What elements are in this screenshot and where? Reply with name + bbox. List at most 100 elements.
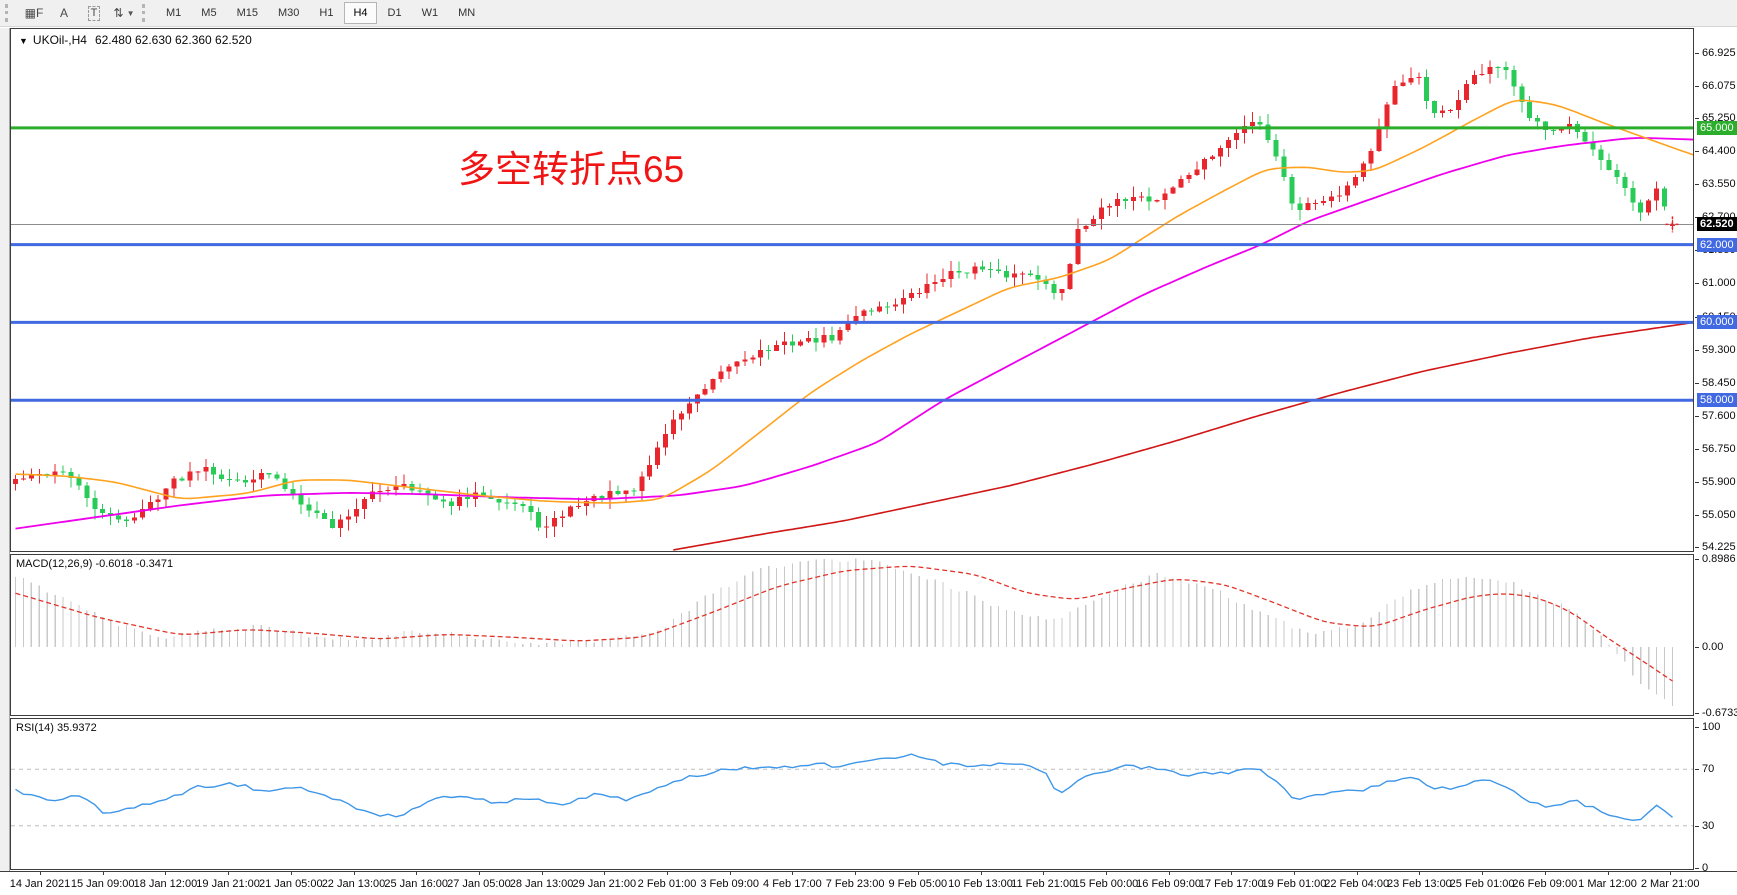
time-axis-label: 16 Feb 09:00	[1136, 878, 1202, 890]
toolbar-grip[interactable]	[5, 4, 14, 22]
axis-tick-label: 61.000	[1702, 277, 1736, 290]
time-axis-tick	[1482, 872, 1484, 875]
timeframe-toolbar-grip[interactable]	[142, 4, 151, 22]
time-axis-tick	[1607, 872, 1609, 875]
time-axis-label: 25 Feb 01:00	[1449, 878, 1515, 890]
timeframe-button-h1[interactable]: H1	[319, 7, 334, 19]
macd-chart[interactable]	[11, 555, 1693, 715]
collapse-arrow-icon[interactable]: ▼	[19, 36, 28, 46]
time-axis-label: 25 Jan 16:00	[384, 878, 448, 890]
time-axis-tick	[1419, 872, 1421, 875]
axis-tick-mark	[1695, 647, 1699, 648]
time-axis[interactable]: 14 Jan 2021 15 Jan 09:00 18 Jan 12:00 19 Ja…	[0, 871, 1737, 895]
rsi-chart[interactable]	[11, 719, 1693, 869]
price-axis[interactable]: 66.92566.07565.25064.40063.55062.70061.8…	[1695, 28, 1737, 874]
price-tag: 60.000	[1697, 315, 1737, 330]
axis-tick-mark	[1695, 448, 1699, 450]
axis-tick-mark	[1695, 481, 1699, 483]
time-axis-tick	[228, 872, 230, 875]
axis-tick-label: 55.900	[1702, 475, 1736, 488]
timeframe-button-mn[interactable]: MN	[458, 7, 476, 19]
time-axis-label: 15 Jan 09:00	[70, 878, 135, 890]
timeframe-button-m15[interactable]: M15	[236, 7, 258, 19]
time-axis-tick	[40, 872, 41, 875]
timeframe-button-m1[interactable]: M1	[166, 7, 182, 19]
price-tag: 65.000	[1697, 120, 1737, 135]
timeframe-button-d1[interactable]: D1	[387, 7, 402, 19]
axis-tick-mark	[1695, 151, 1699, 153]
time-axis-tick	[1105, 872, 1107, 875]
axis-tick-mark	[1695, 727, 1699, 728]
axis-tick-label: 58.450	[1702, 376, 1736, 389]
price-tag: 58.000	[1697, 393, 1737, 408]
axis-tick-label: 66.075	[1702, 80, 1736, 93]
axis-tick-label: 0.8986	[1702, 553, 1736, 566]
axis-tick-label: 64.400	[1702, 145, 1736, 158]
chart-annotation-text[interactable]: 多空转折点65	[458, 149, 685, 190]
axis-tick-mark	[1695, 547, 1699, 549]
macd-indicator-panel[interactable]: MACD(12,26,9) -0.6018 -0.3471	[10, 554, 1694, 716]
window-left-edge	[0, 28, 10, 895]
time-axis-label: 27 Jan 05:00	[447, 878, 511, 890]
time-axis-tick	[1670, 872, 1672, 875]
rsi-label: RSI(14) 35.9372	[16, 722, 97, 734]
arrow-objects-icon: ⇅	[113, 6, 124, 20]
axis-tick-label: 57.600	[1702, 409, 1736, 422]
axis-tick-label: 55.050	[1702, 508, 1736, 521]
time-axis-tick	[1356, 872, 1358, 875]
text-box-icon: T	[87, 5, 101, 21]
axis-tick-mark	[1695, 349, 1699, 351]
time-axis-label: 9 Feb 05:00	[888, 878, 948, 890]
axis-tick-label: 54.225	[1702, 541, 1736, 554]
candlestick-chart[interactable]	[11, 29, 1693, 551]
timeframe-button-w1[interactable]: W1	[421, 7, 439, 19]
time-axis-tick	[1231, 872, 1233, 875]
time-axis-tick	[165, 872, 167, 875]
macd-label: MACD(12,26,9) -0.6018 -0.3471	[16, 558, 174, 570]
time-axis-tick	[1544, 872, 1546, 875]
timeframe-button-m30[interactable]: M30	[277, 7, 300, 19]
price-chart-panel[interactable]: ▼ UKOil-,H4 62.480 62.630 62.360 62.520 多空…	[10, 28, 1694, 552]
axis-tick-mark	[1695, 825, 1699, 827]
time-axis-label: 11 Feb 21:00	[1011, 878, 1076, 890]
timeframe-button-m5[interactable]: M5	[201, 7, 217, 19]
text-label-icon: A	[59, 6, 68, 20]
axis-tick-mark	[1695, 712, 1699, 714]
symbol-label: UKOil-,H4	[32, 33, 87, 47]
time-axis-label: 4 Feb 17:00	[763, 878, 822, 890]
time-axis-tick	[1294, 872, 1295, 875]
time-axis-label: 19 Jan 21:00	[196, 878, 260, 890]
time-axis-label: 3 Feb 09:00	[700, 878, 760, 890]
axis-tick-label: -0.6733	[1702, 706, 1737, 719]
time-axis-label: 22 Jan 13:00	[321, 878, 386, 890]
tick-chart-icon: ▦F	[24, 6, 44, 20]
axis-tick-label: 70	[1702, 763, 1715, 776]
time-axis-label: 2 Mar 21:00	[1640, 878, 1700, 890]
axis-tick-mark	[1695, 283, 1699, 285]
time-axis-tick	[604, 872, 606, 875]
time-axis-label: 7 Feb 23:00	[825, 878, 885, 890]
arrow-objects-button[interactable]: ⇅ ▼	[110, 2, 138, 24]
time-axis-label: 2 Feb 01:00	[637, 878, 697, 890]
time-axis-label: 21 Jan 05:00	[258, 878, 323, 890]
axis-tick-mark	[1695, 118, 1699, 120]
text-label-button[interactable]: A	[50, 2, 78, 24]
tick-chart-button[interactable]: ▦F	[20, 2, 48, 24]
time-axis-tick	[792, 872, 794, 875]
time-axis-tick	[290, 872, 292, 875]
time-axis-label: 14 Jan 2021	[9, 878, 71, 890]
text-box-button[interactable]: T	[80, 2, 108, 24]
time-axis-label: 17 Feb 17:00	[1198, 878, 1264, 890]
axis-tick-mark	[1695, 514, 1699, 516]
timeframe-button-h4[interactable]: H4	[344, 2, 377, 24]
time-axis-tick	[416, 872, 418, 875]
toolbar: ▦F A T ⇅ ▼ M1 M5 M15 M30 H1 H4 D1 W1 MN	[0, 0, 1737, 27]
axis-tick-mark	[1695, 769, 1699, 771]
time-axis-label: 28 Jan 13:00	[509, 878, 574, 890]
axis-tick-mark	[1695, 382, 1699, 384]
axis-tick-label: 59.300	[1702, 343, 1736, 356]
axis-tick-label: 56.750	[1702, 442, 1736, 455]
rsi-indicator-panel[interactable]: RSI(14) 35.9372	[10, 718, 1694, 870]
time-axis-tick	[541, 872, 543, 875]
